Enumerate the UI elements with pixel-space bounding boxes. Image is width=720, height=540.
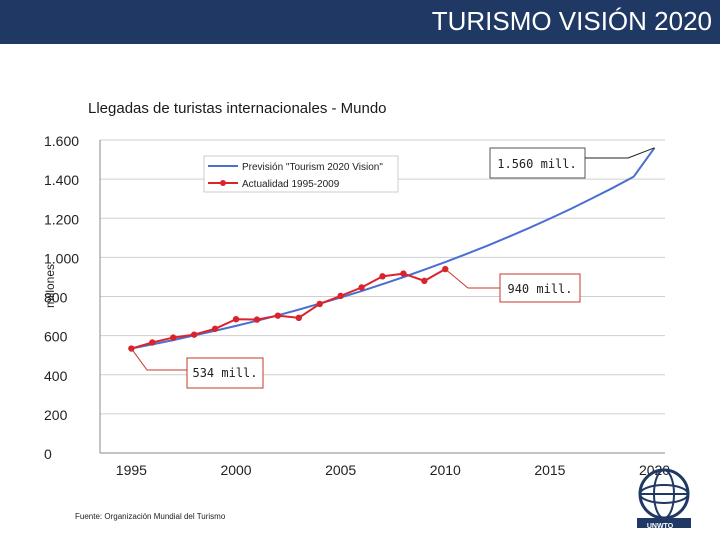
y-tick-label: 1.000: [44, 250, 79, 266]
legend-forecast-label: Previsión "Tourism 2020 Vision": [242, 162, 383, 173]
y-tick-label: 1.200: [44, 211, 79, 227]
annotation-label: 1.560 mill.: [497, 157, 576, 171]
chart-title: Llegadas de turistas internacionales - M…: [88, 100, 387, 117]
y-tick-label: 1.400: [44, 172, 79, 188]
actual-data-point: [211, 325, 219, 332]
actual-data-point: [149, 339, 156, 346]
actual-data-point: [190, 331, 198, 338]
x-tick-label: 2000: [220, 462, 251, 478]
actual-series-line: [131, 268, 446, 350]
annotation-box: [499, 273, 581, 303]
annotation-label: 534 mill.: [192, 366, 257, 380]
legend-actual-label: Actualidad 1995-2009: [242, 179, 340, 190]
x-tick-label: 2015: [534, 462, 565, 478]
actual-data-point: [421, 277, 428, 285]
logo-text: UNWTO: [646, 523, 674, 530]
header-bar: TURISMO VISIÓN 2020: [0, 0, 720, 44]
annotation-leader: [130, 348, 187, 371]
slide-title: TURISMO VISIÓN 2020: [431, 6, 712, 36]
annotation-box: [186, 357, 264, 389]
legend-actual-marker: [220, 180, 226, 186]
actual-data-point: [295, 314, 302, 322]
y-tick-label: 600: [44, 329, 68, 345]
legend-box: [203, 155, 399, 193]
actual-data-point: [337, 292, 344, 300]
x-tick-label: 1995: [116, 462, 147, 478]
actual-data-point: [232, 315, 240, 323]
annotation-label: 940 mill.: [507, 282, 572, 296]
y-tick-label: 800: [44, 290, 68, 306]
forecast-series-line: [131, 147, 656, 350]
actual-data-point: [358, 284, 365, 291]
annotation-leader: [444, 268, 500, 289]
actual-data-point: [400, 270, 407, 277]
actual-data-point: [170, 334, 177, 341]
y-tick-label: 200: [44, 407, 68, 423]
actual-data-point: [316, 300, 323, 308]
x-tick-label: 2005: [325, 462, 356, 478]
actual-data-point: [274, 312, 282, 319]
x-tick-label: 2010: [430, 462, 461, 478]
y-tick-label: 400: [44, 368, 68, 384]
actual-data-point: [253, 316, 261, 323]
x-tick-label: 2020: [639, 462, 670, 478]
annotation-leader: [585, 147, 655, 159]
actual-data-point: [379, 273, 386, 280]
source-note: Fuente: Organización Mundial del Turismo: [75, 512, 226, 521]
annotation-box: [489, 147, 586, 179]
y-tick-label: 0: [44, 446, 52, 462]
y-tick-label: 1.600: [44, 133, 79, 149]
y-axis-label: millones: [43, 264, 57, 308]
unwto-logo-icon: [637, 468, 691, 528]
